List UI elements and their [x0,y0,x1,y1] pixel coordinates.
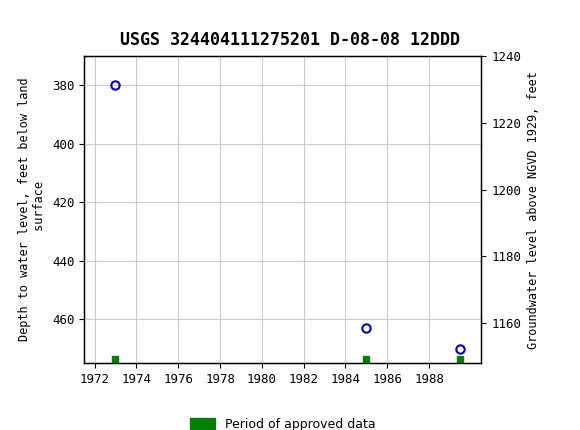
Y-axis label: Depth to water level, feet below land
 surface: Depth to water level, feet below land su… [19,78,46,341]
Y-axis label: Groundwater level above NGVD 1929, feet: Groundwater level above NGVD 1929, feet [527,71,539,349]
Text: USGS 324404111275201 D-08-08 12DDD: USGS 324404111275201 D-08-08 12DDD [120,31,460,49]
Legend: Period of approved data: Period of approved data [185,413,380,430]
Text: ≡USGS: ≡USGS [14,12,96,33]
